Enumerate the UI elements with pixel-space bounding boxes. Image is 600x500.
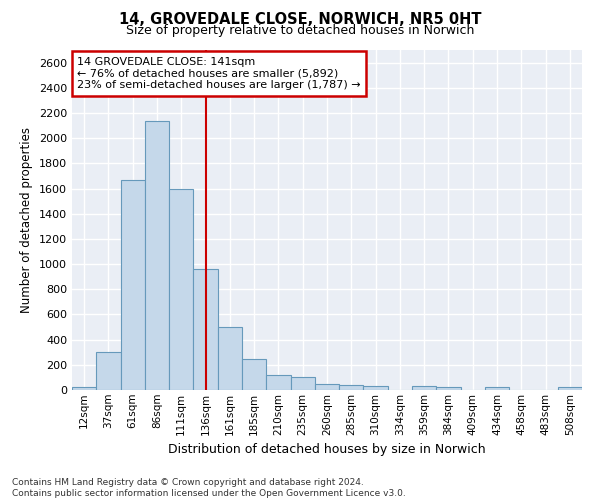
Bar [339, 385, 364, 390]
Text: Contains HM Land Registry data © Crown copyright and database right 2024.
Contai: Contains HM Land Registry data © Crown c… [12, 478, 406, 498]
Bar [72, 388, 96, 390]
Text: Size of property relative to detached houses in Norwich: Size of property relative to detached ho… [126, 24, 474, 37]
Bar [315, 384, 339, 390]
Text: 14, GROVEDALE CLOSE, NORWICH, NR5 0HT: 14, GROVEDALE CLOSE, NORWICH, NR5 0HT [119, 12, 481, 28]
Y-axis label: Number of detached properties: Number of detached properties [20, 127, 34, 313]
Bar [218, 327, 242, 390]
Bar [193, 269, 218, 390]
Bar [290, 378, 315, 390]
Bar [169, 188, 193, 390]
Bar [485, 388, 509, 390]
X-axis label: Distribution of detached houses by size in Norwich: Distribution of detached houses by size … [168, 443, 486, 456]
Bar [145, 120, 169, 390]
Bar [436, 388, 461, 390]
Bar [96, 352, 121, 390]
Bar [242, 358, 266, 390]
Bar [121, 180, 145, 390]
Bar [364, 386, 388, 390]
Text: 14 GROVEDALE CLOSE: 141sqm
← 76% of detached houses are smaller (5,892)
23% of s: 14 GROVEDALE CLOSE: 141sqm ← 76% of deta… [77, 57, 361, 90]
Bar [412, 386, 436, 390]
Bar [266, 375, 290, 390]
Bar [558, 388, 582, 390]
